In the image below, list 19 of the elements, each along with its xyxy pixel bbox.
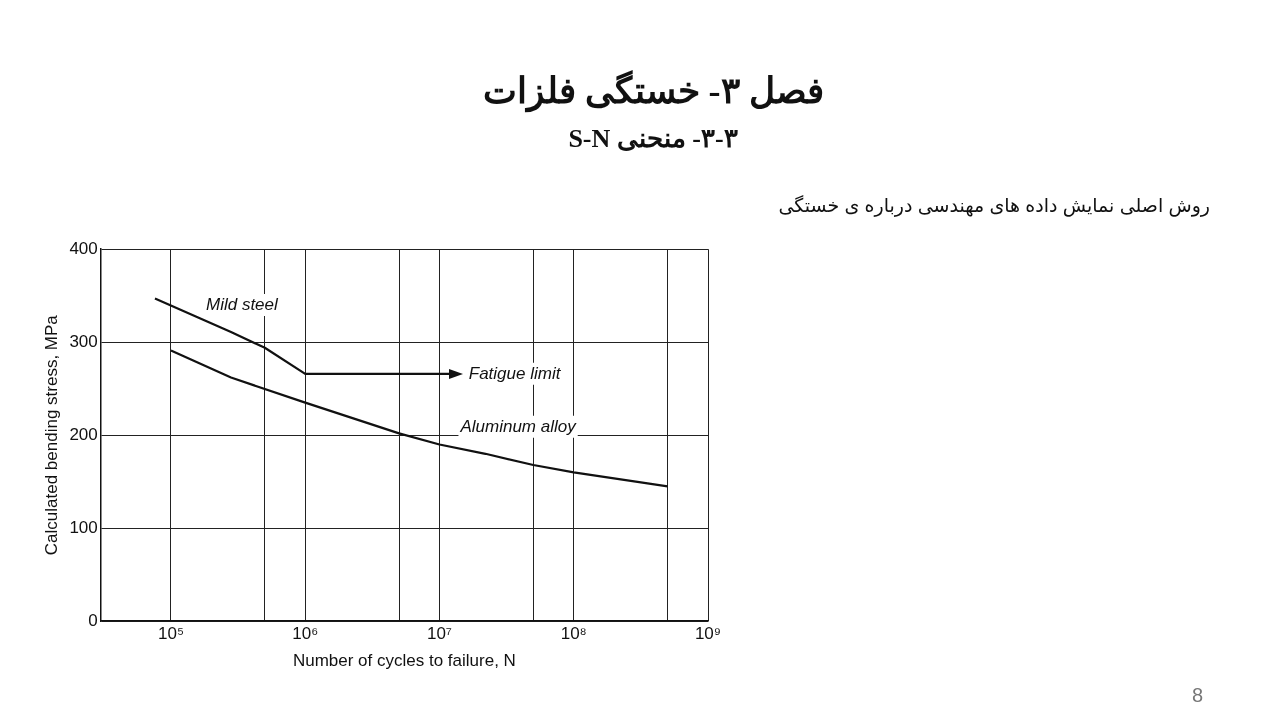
x-tick-label: 10⁷ — [426, 624, 453, 644]
y-axis-title: Calculated bending stress, MPa — [41, 314, 61, 556]
annotation: Fatigue limit — [468, 364, 562, 384]
x-tick-label: 10⁹ — [694, 624, 722, 644]
x-axis-title: Number of cycles to failure, N — [292, 651, 516, 671]
y-tick-label: 0 — [88, 610, 98, 630]
y-tick-label: 300 — [69, 331, 98, 351]
chart-title: فصل ۳- خستگی فلزات — [481, 70, 825, 112]
series-label: Mild steel — [206, 295, 280, 315]
chart-subtitle: ۳-۳- منحنی S-N — [567, 123, 739, 154]
x-tick-label: 10⁵ — [157, 624, 184, 644]
text: 8 — [1192, 684, 1204, 707]
text: روش اصلی نمایش داده های مهندسی درباره ی خستگی — [778, 194, 1210, 217]
y-tick-label: 200 — [69, 424, 98, 444]
x-tick-label: 10⁸ — [560, 624, 587, 644]
series-label: Aluminum alloy — [459, 417, 578, 437]
y-tick-label: 100 — [69, 517, 98, 537]
x-tick-label: 10⁶ — [292, 624, 319, 644]
y-tick-label: 400 — [69, 238, 98, 258]
